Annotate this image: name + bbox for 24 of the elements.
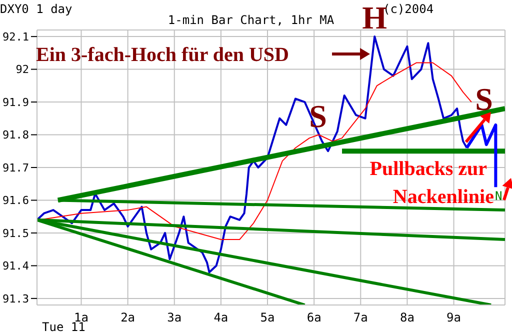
y-tick-label: 91.7 — [2, 161, 29, 174]
y-tick-label: 91.8 — [2, 128, 29, 142]
y-tick-label: 92 — [16, 63, 29, 76]
annotation: N — [495, 189, 502, 203]
x-tick-label: 9a — [446, 310, 462, 325]
chart-title: 1-min Bar Chart, 1hr MA — [168, 13, 335, 27]
x-tick-label: 6a — [306, 310, 322, 325]
y-tick-label: 91.5 — [2, 226, 29, 240]
x-tick-label: 8a — [400, 310, 414, 325]
annotation: Pullbacks zur Nackenlinie — [370, 158, 494, 208]
y-tick-label: 91.6 — [2, 194, 29, 208]
y-tick-label: 92.1 — [2, 30, 29, 44]
annotation: Ein 3-fach-Hoch für den USD — [36, 44, 289, 66]
x-tick-label: 2a — [120, 310, 136, 325]
y-tick-label: 91.4 — [2, 260, 30, 273]
x-tick-label: 5a — [260, 310, 275, 325]
y-tick-label: 91.9 — [2, 96, 29, 109]
annotation: S — [475, 81, 493, 117]
y-tick-label: 91.3 — [2, 292, 29, 306]
x-tick-label: 4a — [214, 310, 228, 325]
annotation: S — [309, 98, 327, 134]
x-tick-label: 3a — [167, 310, 182, 325]
x-tick-label: 7a — [353, 310, 368, 325]
chart-subtitle: DXY0 1 day — [0, 2, 72, 16]
